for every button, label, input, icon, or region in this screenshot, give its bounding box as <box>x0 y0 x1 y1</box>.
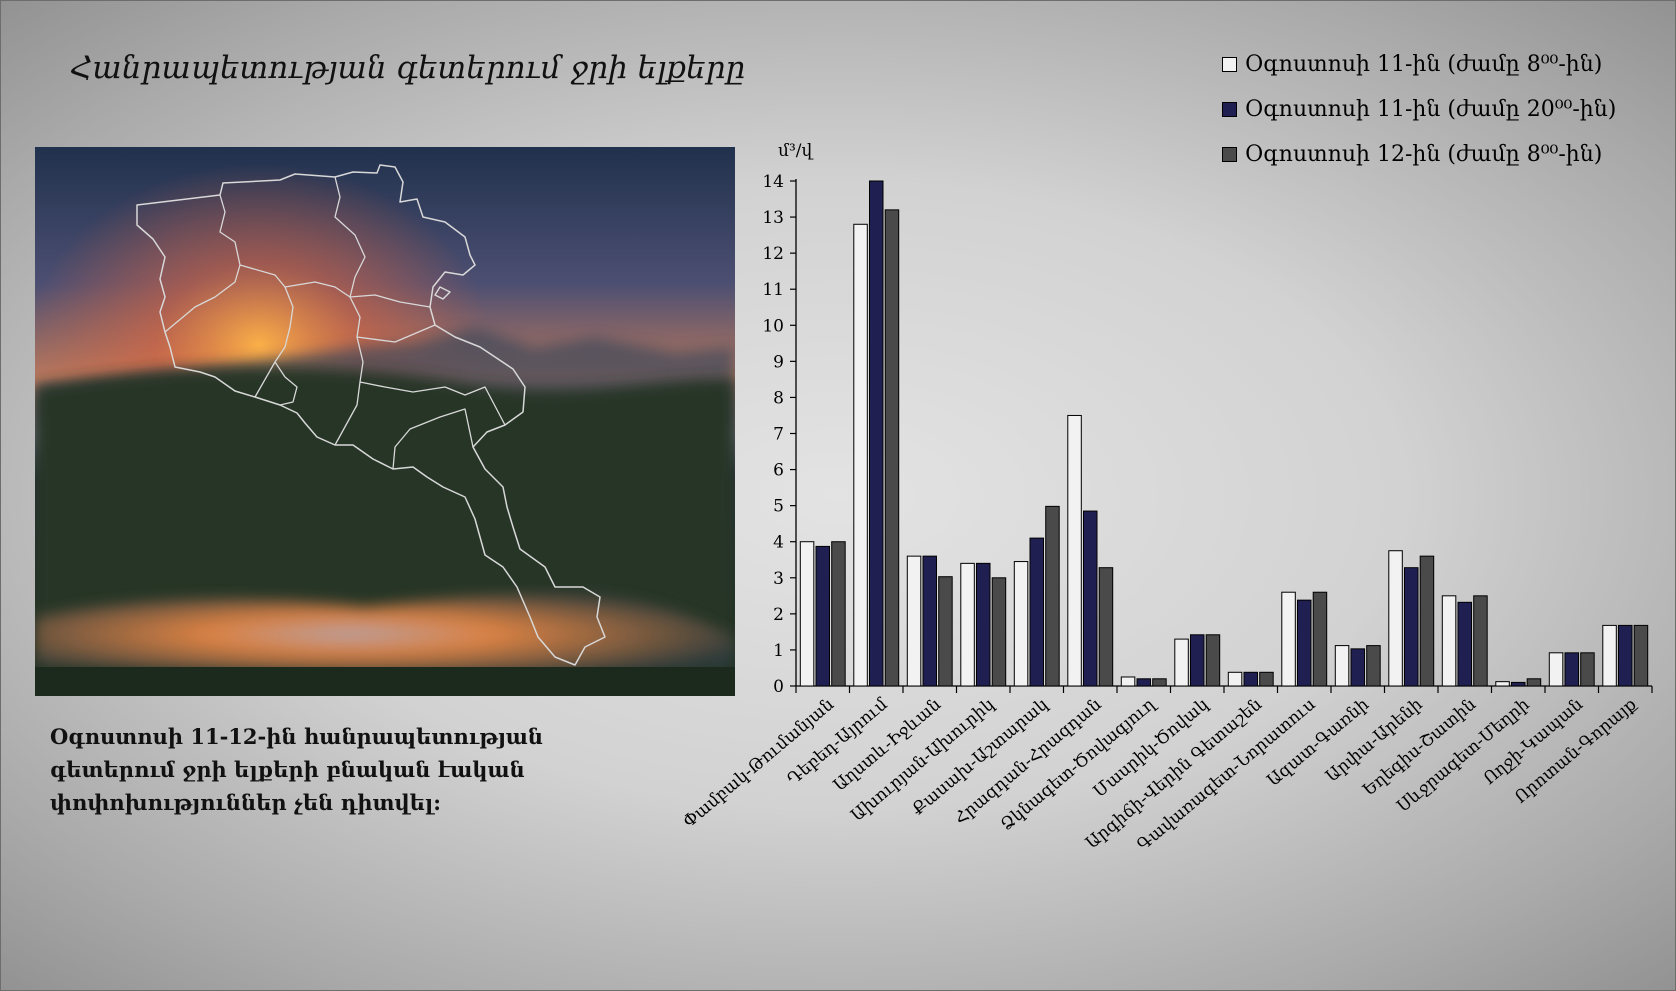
bar-series-3 <box>1098 567 1114 687</box>
bar-series-3 <box>1366 645 1381 687</box>
bar-series-2 <box>1511 681 1526 687</box>
bar-series-1 <box>1334 645 1350 687</box>
y-tick-label: 10 <box>762 316 784 336</box>
bar-series-2 <box>922 555 937 687</box>
bar-series-3 <box>1473 595 1488 687</box>
y-tick-label: 6 <box>773 461 784 481</box>
y-axis-unit-label: մ³/վ <box>778 141 813 161</box>
bar-series-1 <box>1548 652 1564 687</box>
armenia-map-illustration <box>35 147 735 696</box>
bar-series-1 <box>1120 676 1136 687</box>
bar-series-1 <box>1013 561 1029 687</box>
y-tick-label: 5 <box>773 497 784 517</box>
landscape-photo-with-map <box>35 147 735 696</box>
bar-series-1 <box>1067 414 1082 687</box>
legend-item-series-1: Օգոստոսի 11-ին (ժամը 8⁰⁰-ին) <box>1222 42 1616 87</box>
y-tick-label: 9 <box>773 352 784 372</box>
bar-series-3 <box>938 576 953 687</box>
y-tick-label: 13 <box>762 208 784 228</box>
chart-legend: Օգոստոսի 11-ին (ժամը 8⁰⁰-ին) Օգոստոսի 11… <box>1222 42 1616 177</box>
bar-series-3 <box>1045 505 1060 687</box>
bar-series-1 <box>1602 624 1617 687</box>
y-tick-label: 14 <box>762 172 784 192</box>
bar-series-3 <box>991 577 1007 687</box>
bar-series-2 <box>869 180 884 687</box>
y-tick-label: 1 <box>773 641 784 661</box>
y-tick-label: 2 <box>773 605 784 625</box>
bar-series-2 <box>976 562 991 687</box>
y-tick-label: 4 <box>773 533 784 553</box>
legend-swatch-series-1 <box>1222 57 1237 72</box>
bar-series-3 <box>884 209 900 687</box>
bar-series-2 <box>1243 671 1258 687</box>
bar-series-3 <box>1633 624 1649 687</box>
bar-series-3 <box>1152 678 1167 687</box>
bar-series-2 <box>1457 601 1472 687</box>
bar-series-1 <box>960 562 975 687</box>
bar-series-2 <box>815 545 830 687</box>
y-tick-label: 7 <box>773 425 784 445</box>
bar-series-3 <box>1526 678 1542 687</box>
y-tick-label: 3 <box>773 569 784 589</box>
bar-series-2 <box>1136 678 1151 687</box>
bar-series-1 <box>1281 591 1296 687</box>
bar-series-2 <box>1404 567 1419 687</box>
legend-label-series-3: Օգոստոսի 12-ին (ժամը 8⁰⁰-ին) <box>1245 142 1603 167</box>
bar-series-1 <box>799 541 815 687</box>
y-tick-label: 12 <box>762 244 784 264</box>
bar-series-1 <box>1227 671 1243 687</box>
bar-series-2 <box>1083 510 1098 687</box>
legend-swatch-series-3 <box>1222 147 1237 162</box>
legend-swatch-series-2 <box>1222 102 1237 117</box>
bar-series-2 <box>1350 648 1365 687</box>
legend-label-series-2: Օգոստոսի 11-ին (ժամը 20⁰⁰-ին) <box>1245 97 1617 122</box>
bar-series-1 <box>853 223 868 687</box>
bar-series-1 <box>1174 638 1189 687</box>
slide-title: Հանրապետության գետերում ջրի ելքերը <box>70 50 746 86</box>
bar-series-2 <box>1029 537 1044 687</box>
bar-series-3 <box>1259 671 1274 687</box>
y-tick-label: 0 <box>773 677 784 697</box>
bar-series-1 <box>1441 595 1457 687</box>
bar-series-3 <box>831 541 846 687</box>
bar-series-3 <box>1580 652 1595 687</box>
y-tick-label: 8 <box>773 388 784 408</box>
bar-series-3 <box>1312 591 1328 687</box>
legend-item-series-2: Օգոստոսի 11-ին (ժամը 20⁰⁰-ին) <box>1222 87 1616 132</box>
bar-series-3 <box>1419 555 1435 687</box>
bar-series-2 <box>1297 599 1312 687</box>
bar-series-1 <box>1495 681 1510 687</box>
bar-series-2 <box>1564 652 1579 687</box>
bar-series-1 <box>906 555 922 687</box>
y-tick-label: 11 <box>762 280 784 300</box>
bar-series-1 <box>1388 550 1403 687</box>
bar-series-2 <box>1618 624 1633 687</box>
legend-item-series-3: Օգոստոսի 12-ին (ժամը 8⁰⁰-ին) <box>1222 132 1616 177</box>
bar-series-3 <box>1205 634 1221 687</box>
bar-series-2 <box>1190 634 1205 687</box>
legend-label-series-1: Օգոստոսի 11-ին (ժամը 8⁰⁰-ին) <box>1245 52 1603 77</box>
caption-text: Օգոստոսի 11-12-ին հանրապետության գետերու… <box>50 724 544 815</box>
